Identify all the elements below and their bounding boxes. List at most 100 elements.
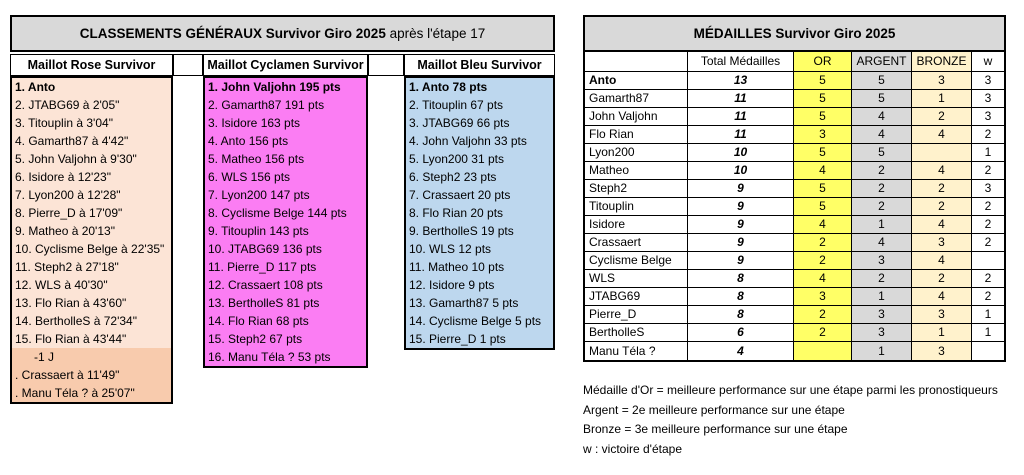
ranking-row: 15. Flo Rian à 43'44"	[15, 332, 127, 346]
ranking-row: 10. WLS 12 pts	[409, 242, 492, 256]
medal-cell-or: 5	[794, 108, 852, 126]
medal-row: Titouplin 9 5 2 2 2	[585, 198, 1004, 216]
legend-note-line: Argent = 2e meilleure performance sur un…	[583, 402, 845, 417]
legend-notes: Médaille d'Or = meilleure performance su…	[583, 381, 1024, 459]
medal-cell-argent: 1	[852, 342, 912, 360]
medal-cell-bronze: 2	[912, 270, 972, 288]
medal-cell-total: 11	[688, 126, 794, 144]
classements-title-bar: CLASSEMENTS GÉNÉRAUX Survivor Giro 2025 …	[10, 15, 555, 52]
ranking-extra-row: . Crassaert à 11'49"	[15, 368, 120, 382]
medal-cell-name: Isidore	[585, 216, 688, 234]
medal-cell-or: 5	[794, 72, 852, 90]
medal-cell-name: Flo Rian	[585, 126, 688, 144]
column-header-maillot-bleu: Maillot Bleu Survivor	[404, 54, 555, 76]
ranking-extra-row: . Manu Téla ? à 25'07"	[15, 386, 135, 400]
medal-cell-bronze: 2	[912, 108, 972, 126]
medal-cell-argent: 4	[852, 126, 912, 144]
medal-cell-w: 2	[972, 162, 1004, 180]
medal-row: WLS 8 4 2 2 2	[585, 270, 1004, 288]
medailles-table: MÉDAILLES Survivor Giro 2025 Total Médai…	[583, 15, 1006, 362]
maillot-rose-list: 1. Anto 2. JTABG69 à 2'05" 3. Titouplin à …	[10, 76, 173, 404]
medal-cell-argent: 4	[852, 234, 912, 252]
medal-cell-total: 4	[688, 342, 794, 360]
medal-row: Anto 13 5 5 3 3	[585, 72, 1004, 90]
medal-cell-w	[972, 342, 1004, 360]
medal-cell-total: 9	[688, 234, 794, 252]
ranking-row: 5. Matheo 156 pts	[208, 152, 305, 166]
medal-cell-argent: 4	[852, 108, 912, 126]
medal-cell-w: 2	[972, 198, 1004, 216]
medal-cell-total: 10	[688, 144, 794, 162]
medal-cell-or: 4	[794, 162, 852, 180]
medal-cell-w: 3	[972, 180, 1004, 198]
medal-cell-bronze: 2	[912, 180, 972, 198]
ranking-row: 4. Gamarth87 à 4'42"	[15, 134, 129, 148]
medal-cell-argent: 3	[852, 306, 912, 324]
header-gap-cell	[368, 54, 404, 76]
medailles-grid: Total Médailles OR ARGENT BRONZE w Anto 1…	[583, 52, 1006, 362]
medal-row: BertholleS 6 2 3 1 1	[585, 324, 1004, 342]
column-header-maillot-cyclamen: Maillot Cyclamen Survivor	[203, 54, 368, 76]
medal-cell-or: 2	[794, 324, 852, 342]
legend-note-line: Bronze = 3e meilleure performance sur un…	[583, 422, 848, 436]
medal-cell-or: 5	[794, 180, 852, 198]
ranking-row: 13. Flo Rian à 43'60"	[15, 296, 127, 310]
legend-note-line: w : victoire d'étape	[583, 441, 683, 456]
medal-cell-name: Crassaert	[585, 234, 688, 252]
ranking-row: 3. Isidore 163 pts	[208, 116, 301, 130]
medal-row: Isidore 9 4 1 4 2	[585, 216, 1004, 234]
header-cell-argent: ARGENT	[852, 52, 912, 72]
ranking-row: 14. BertholleS à 72'34"	[15, 314, 137, 328]
medal-cell-or: 2	[794, 234, 852, 252]
medal-cell-name: JTABG69	[585, 288, 688, 306]
medal-row: Lyon200 10 5 5 1	[585, 144, 1004, 162]
ranking-row: 1. Anto 78 pts	[409, 80, 488, 94]
ranking-row: 9. Matheo à 20'13"	[15, 224, 115, 238]
medal-cell-total: 6	[688, 324, 794, 342]
medal-cell-w: 3	[972, 108, 1004, 126]
medal-cell-or: 4	[794, 270, 852, 288]
ranking-row: 11. Matheo 10 pts	[409, 260, 505, 274]
medal-cell-or: 2	[794, 306, 852, 324]
medal-cell-w: 2	[972, 216, 1004, 234]
medal-cell-name: Pierre_D	[585, 306, 688, 324]
medal-cell-or: 5	[794, 144, 852, 162]
ranking-row: 8. Cyclisme Belge 144 pts	[208, 206, 347, 220]
ranking-row: 3. Titouplin à 3'04"	[15, 116, 113, 130]
medal-cell-total: 11	[688, 108, 794, 126]
ranking-row: 4. John Valjohn 33 pts	[409, 134, 527, 148]
medal-cell-name: Anto	[585, 72, 688, 90]
medal-cell-total: 11	[688, 90, 794, 108]
medal-row: Cyclisme Belge 9 2 3 4	[585, 252, 1004, 270]
ranking-row: 1. John Valjohn 195 pts	[208, 80, 341, 94]
medal-row: Gamarth87 11 5 5 1 3	[585, 90, 1004, 108]
maillot-cyclamen-rows: 1. John Valjohn 195 pts 2. Gamarth87 191 …	[205, 78, 366, 366]
medal-cell-argent: 2	[852, 162, 912, 180]
ranking-row: 10. Cyclisme Belge à 22'35"	[15, 242, 165, 256]
medal-cell-total: 8	[688, 270, 794, 288]
ranking-row: 15. Steph2 67 pts	[208, 332, 303, 346]
header-cell-w: w	[972, 52, 1004, 72]
medal-cell-or: 3	[794, 126, 852, 144]
header-cell-total: Total Médailles	[688, 52, 794, 72]
medal-cell-or: 5	[794, 90, 852, 108]
maillot-rose-rows: 1. Anto 2. JTABG69 à 2'05" 3. Titouplin à …	[12, 78, 171, 348]
medal-cell-or: 4	[794, 216, 852, 234]
medal-cell-name: Titouplin	[585, 198, 688, 216]
medal-cell-name: Steph2	[585, 180, 688, 198]
medal-cell-name: Lyon200	[585, 144, 688, 162]
medal-cell-or	[794, 342, 852, 360]
medal-row: Crassaert 9 2 4 3 2	[585, 234, 1004, 252]
ranking-row: 14. Flo Rian 68 pts	[208, 314, 309, 328]
header-cell-or: OR	[794, 52, 852, 72]
medal-cell-or: 5	[794, 198, 852, 216]
medal-cell-argent: 2	[852, 198, 912, 216]
classements-title: CLASSEMENTS GÉNÉRAUX Survivor Giro 2025	[79, 26, 386, 41]
ranking-row: 7. Lyon200 147 pts	[208, 188, 310, 202]
medal-row: Steph2 9 5 2 2 3	[585, 180, 1004, 198]
medal-cell-argent: 1	[852, 216, 912, 234]
ranking-row: 3. JTABG69 66 pts	[409, 116, 510, 130]
ranking-row: 4. Anto 156 pts	[208, 134, 289, 148]
medal-cell-w: 1	[972, 144, 1004, 162]
medal-cell-bronze: 3	[912, 72, 972, 90]
